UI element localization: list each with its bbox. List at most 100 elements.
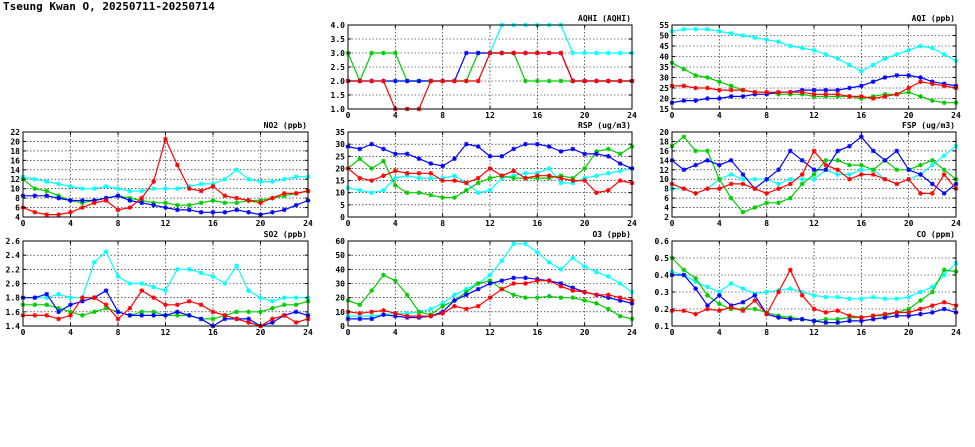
data-point-marker: [186, 313, 192, 318]
y-tick-label: 10: [659, 175, 669, 184]
data-point-marker: [523, 141, 528, 147]
y-tick-label: 2.6: [6, 237, 21, 246]
data-point-marker: [115, 274, 121, 279]
data-point-marker: [546, 50, 552, 56]
data-point-marker: [859, 83, 864, 89]
data-point-marker: [222, 176, 228, 182]
data-point-marker: [115, 309, 121, 315]
y-tick-label: 1.0: [331, 105, 346, 114]
x-tick-label: 12: [809, 328, 819, 337]
data-point-marker: [80, 198, 85, 203]
data-point-marker: [475, 303, 481, 309]
data-point-marker: [570, 146, 576, 152]
data-point-marker: [381, 173, 386, 179]
data-point-marker: [68, 184, 73, 189]
y-tick-label: 6: [664, 194, 669, 203]
data-point-marker: [32, 193, 38, 199]
data-point-marker: [404, 292, 410, 298]
y-tick-label: 15: [335, 177, 345, 186]
data-point-marker: [175, 162, 180, 168]
data-point-marker: [91, 295, 97, 300]
data-point-marker: [582, 166, 587, 171]
data-point-marker: [882, 56, 888, 61]
data-point-marker: [68, 198, 73, 203]
data-point-marker: [894, 167, 900, 173]
data-point-marker: [930, 158, 935, 163]
data-point-marker: [617, 78, 623, 84]
data-point-marker: [606, 153, 611, 159]
x-tick-label: 0: [346, 111, 351, 120]
data-point-marker: [32, 313, 38, 318]
data-point-marker: [705, 85, 710, 91]
data-point-marker: [930, 289, 935, 295]
data-point-marker: [369, 141, 374, 147]
data-point-marker: [570, 295, 576, 300]
data-point-marker: [811, 92, 817, 97]
data-point-marker: [788, 176, 793, 182]
x-tick-label: 8: [764, 219, 769, 228]
data-point-marker: [127, 281, 133, 286]
data-point-marker: [487, 175, 493, 181]
data-point-marker: [139, 188, 145, 194]
data-point-marker: [941, 83, 947, 89]
data-point-marker: [728, 281, 734, 286]
data-point-marker: [80, 205, 85, 210]
data-point-marker: [823, 310, 829, 315]
data-point-marker: [705, 293, 710, 298]
data-point-marker: [44, 291, 50, 297]
data-point-marker: [811, 176, 817, 182]
data-point-marker: [416, 309, 422, 315]
x-tick-label: 20: [256, 328, 266, 337]
data-point-marker: [740, 176, 746, 182]
data-point-marker: [717, 293, 722, 298]
data-point-marker: [535, 278, 540, 283]
y-tick-label: 16: [659, 147, 669, 156]
data-point-marker: [799, 172, 805, 177]
data-point-marker: [681, 83, 687, 89]
data-point-marker: [163, 186, 168, 191]
data-point-marker: [728, 195, 734, 201]
data-point-marker: [717, 29, 722, 34]
data-point-marker: [258, 200, 263, 206]
chart-title: AQHI (AQHI): [578, 14, 631, 23]
data-point-marker: [487, 295, 493, 300]
data-point-marker: [906, 294, 911, 300]
data-point-marker: [416, 313, 422, 319]
data-point-marker: [44, 302, 50, 308]
data-point-marker: [381, 312, 386, 317]
data-point-marker: [523, 281, 528, 286]
data-point-marker: [918, 298, 923, 303]
y-tick-label: 1.4: [6, 322, 21, 331]
data-point-marker: [393, 183, 398, 188]
data-point-marker: [681, 134, 687, 140]
data-point-marker: [452, 298, 457, 303]
data-point-marker: [594, 301, 599, 306]
data-point-marker: [428, 313, 434, 319]
data-point-marker: [151, 313, 156, 318]
data-point-marker: [617, 295, 623, 300]
x-tick-label: 0: [346, 219, 351, 228]
data-point-marker: [717, 162, 722, 168]
data-point-marker: [705, 284, 710, 290]
y-tick-label: 40: [335, 265, 345, 274]
data-point-marker: [930, 45, 935, 51]
y-tick-label: 4.0: [331, 21, 346, 30]
x-tick-label: 24: [627, 219, 637, 228]
data-point-marker: [930, 310, 935, 315]
data-point-marker: [404, 151, 410, 157]
data-point-marker: [44, 179, 50, 184]
data-point-marker: [788, 316, 793, 322]
data-point-marker: [416, 175, 422, 181]
data-point-marker: [906, 310, 911, 315]
data-point-marker: [293, 320, 299, 325]
data-point-marker: [499, 153, 505, 159]
data-point-marker: [246, 309, 251, 315]
data-point-marker: [293, 174, 299, 180]
data-point-marker: [234, 207, 240, 213]
x-tick-label: 0: [346, 328, 351, 337]
data-point-marker: [475, 50, 481, 56]
data-point-marker: [475, 78, 481, 84]
data-point-marker: [941, 299, 947, 305]
data-point-marker: [799, 45, 805, 51]
